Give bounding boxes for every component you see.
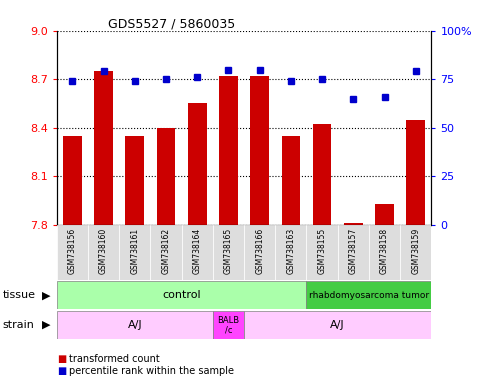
Bar	[213, 225, 244, 280]
Bar	[57, 281, 307, 309]
Text: GSM738164: GSM738164	[193, 227, 202, 274]
Bar	[150, 225, 181, 280]
Bar	[406, 119, 425, 225]
Text: GSM738165: GSM738165	[224, 227, 233, 274]
Text: GSM738156: GSM738156	[68, 227, 77, 274]
Bar	[119, 225, 150, 280]
Bar	[313, 124, 331, 225]
Text: BALB
/c: BALB /c	[217, 316, 240, 334]
Bar	[307, 225, 338, 280]
Bar	[344, 223, 363, 225]
Text: ■: ■	[57, 354, 66, 364]
Text: GSM738157: GSM738157	[349, 227, 358, 274]
Bar	[94, 71, 113, 225]
Text: A/J: A/J	[128, 320, 142, 330]
Bar	[188, 103, 207, 225]
Bar	[213, 311, 244, 339]
Bar	[282, 136, 300, 225]
Bar	[57, 311, 213, 339]
Text: GSM738166: GSM738166	[255, 227, 264, 274]
Bar	[219, 76, 238, 225]
Bar	[307, 281, 431, 309]
Bar	[375, 204, 394, 225]
Text: A/J: A/J	[330, 320, 345, 330]
Text: tissue: tissue	[2, 290, 35, 300]
Text: ▶: ▶	[42, 320, 50, 330]
Text: GSM738160: GSM738160	[99, 227, 108, 274]
Bar	[250, 76, 269, 225]
Bar	[157, 128, 176, 225]
Bar	[244, 311, 431, 339]
Text: ■: ■	[57, 366, 66, 376]
Bar	[369, 225, 400, 280]
Text: GSM738162: GSM738162	[162, 227, 171, 273]
Bar	[88, 225, 119, 280]
Text: GSM738158: GSM738158	[380, 227, 389, 273]
Text: transformed count: transformed count	[69, 354, 160, 364]
Bar	[57, 225, 88, 280]
Text: rhabdomyosarcoma tumor: rhabdomyosarcoma tumor	[309, 291, 429, 300]
Bar	[244, 225, 275, 280]
Bar	[63, 136, 82, 225]
Text: GSM738155: GSM738155	[317, 227, 326, 274]
Text: percentile rank within the sample: percentile rank within the sample	[69, 366, 234, 376]
Bar	[275, 225, 307, 280]
Text: GDS5527 / 5860035: GDS5527 / 5860035	[108, 17, 236, 30]
Text: GSM738161: GSM738161	[130, 227, 139, 273]
Bar	[338, 225, 369, 280]
Bar	[125, 136, 144, 225]
Bar	[400, 225, 431, 280]
Text: GSM738163: GSM738163	[286, 227, 295, 274]
Text: strain: strain	[2, 320, 35, 330]
Text: GSM738159: GSM738159	[411, 227, 420, 274]
Text: ▶: ▶	[42, 290, 50, 300]
Text: control: control	[162, 290, 201, 300]
Bar	[181, 225, 213, 280]
